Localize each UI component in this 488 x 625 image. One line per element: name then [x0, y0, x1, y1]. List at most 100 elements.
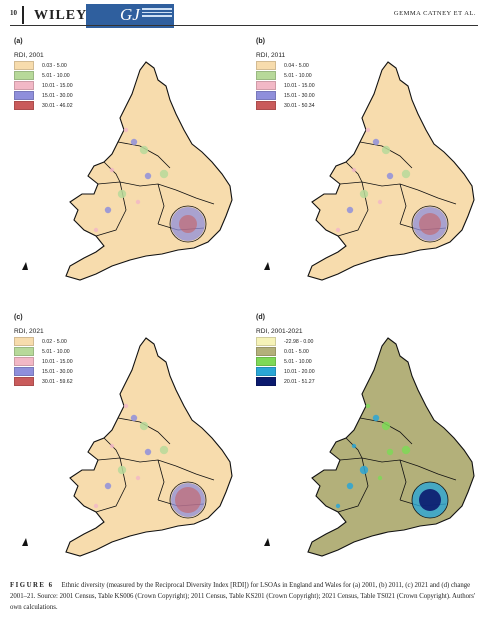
region-boundary — [157, 183, 165, 225]
map-panel-a — [22, 61, 233, 281]
legend-item: 5.01 - 10.00 — [256, 71, 315, 80]
city-cluster — [359, 465, 369, 475]
legend-label: 15.01 - 30.00 — [42, 92, 73, 99]
legend: RDI, 2001 0.03 - 5.00 5.01 - 10.00 10.01 -… — [14, 52, 73, 111]
legend-swatch — [256, 347, 276, 356]
legend-label: 5.01 - 10.00 — [42, 72, 70, 79]
city-cluster — [109, 167, 115, 173]
legend-swatch — [14, 101, 34, 110]
map-panel-b — [264, 61, 475, 281]
panel-label: (d) — [256, 314, 265, 321]
legend-item: 15.01 - 30.00 — [14, 91, 73, 100]
legend-item: 10.01 - 20.00 — [256, 367, 315, 376]
legend-swatch — [14, 367, 34, 376]
journal-logo-text-lines — [142, 8, 172, 24]
london-core — [175, 487, 201, 513]
panel-d: (d) RDI, 2001-2021 -22.98 - 0.00 0.01 - 5… — [250, 310, 482, 572]
city-cluster — [335, 503, 341, 509]
legend-item: 30.01 - 50.34 — [256, 101, 315, 110]
legend-swatch — [14, 377, 34, 386]
legend-rows: 0.02 - 5.00 5.01 - 10.00 10.01 - 15.00 15.0… — [14, 337, 73, 386]
legend: RDI, 2011 0.04 - 5.00 5.01 - 10.00 10.01 -… — [256, 52, 315, 111]
city-cluster — [377, 475, 383, 481]
figure-label: FIGURE 6 — [10, 582, 54, 589]
london-boundary — [169, 205, 207, 243]
legend: RDI, 2001-2021 -22.98 - 0.00 0.01 - 5.00 5… — [256, 328, 315, 387]
london-boundary — [411, 481, 449, 519]
region-boundary — [345, 161, 363, 183]
legend-label: 30.01 - 50.34 — [284, 102, 315, 109]
legend-item: 5.01 - 10.00 — [14, 71, 73, 80]
legend-label: 10.01 - 20.00 — [284, 368, 315, 375]
legend-item: 5.01 - 10.00 — [14, 347, 73, 356]
legend-label: 30.01 - 46.02 — [42, 102, 73, 109]
legend-label: 0.04 - 5.00 — [284, 62, 309, 69]
page-number: 10 — [10, 9, 17, 17]
region-boundary — [175, 189, 215, 205]
map-panel-d — [264, 337, 475, 557]
journal-initials: GJ — [120, 5, 140, 24]
city-cluster — [144, 172, 152, 180]
legend-rows: 0.03 - 5.00 5.01 - 10.00 10.01 - 15.00 15.0… — [14, 61, 73, 110]
legend-title: RDI, 2001 — [14, 52, 44, 59]
legend-item: 10.01 - 15.00 — [14, 81, 73, 90]
legend-label: 15.01 - 30.00 — [42, 368, 73, 375]
london-core — [419, 213, 441, 235]
legend-label: 5.01 - 10.00 — [284, 72, 312, 79]
region-boundary — [97, 457, 177, 467]
legend-item: 10.01 - 15.00 — [14, 357, 73, 366]
legend-rows: 0.04 - 5.00 5.01 - 10.00 10.01 - 15.00 15.0… — [256, 61, 315, 110]
legend-swatch — [14, 91, 34, 100]
city-cluster — [401, 445, 411, 455]
region-boundary — [359, 417, 413, 445]
legend-swatch — [14, 357, 34, 366]
city-cluster — [123, 403, 129, 409]
city-cluster — [365, 127, 371, 133]
running-head: GEMMA CATNEY ET AL. — [393, 10, 476, 17]
city-cluster — [351, 443, 357, 449]
city-cluster — [104, 206, 112, 214]
map-panel-c — [22, 337, 233, 557]
legend-item: 15.01 - 30.00 — [256, 91, 315, 100]
legend-swatch — [14, 61, 34, 70]
panel-label: (c) — [14, 314, 23, 321]
legend-swatch — [14, 347, 34, 356]
legend-label: 15.01 - 30.00 — [284, 92, 315, 99]
legend-item: 30.01 - 46.02 — [14, 101, 73, 110]
city-cluster — [144, 448, 152, 456]
legend-swatch — [14, 81, 34, 90]
region-boundary — [117, 141, 171, 169]
region-boundary — [417, 465, 457, 481]
city-cluster — [159, 445, 169, 455]
region-boundary — [175, 465, 215, 481]
journal-logo: GJ — [86, 4, 174, 28]
city-cluster — [372, 414, 380, 422]
legend-swatch — [256, 91, 276, 100]
region-boundary — [103, 437, 121, 459]
region-boundary — [359, 141, 413, 169]
legend-swatch — [14, 337, 34, 346]
north-arrow-icon — [22, 538, 28, 546]
legend-label: 20.01 - 51.27 — [284, 378, 315, 385]
legend-title: RDI, 2011 — [256, 52, 286, 59]
legend-item: 30.01 - 59.62 — [14, 377, 73, 386]
city-cluster — [93, 227, 99, 233]
city-cluster — [123, 127, 129, 133]
land-outline — [307, 61, 475, 281]
legend-rows: -22.98 - 0.00 0.01 - 5.00 5.01 - 10.00 10.0… — [256, 337, 315, 386]
north-arrow-icon — [264, 538, 270, 546]
legend-label: 5.01 - 10.00 — [42, 348, 70, 355]
region-boundary — [97, 181, 177, 191]
panel-a: (a) RDI, 2001 0.03 - 5.00 5.01 - 10.00 10.… — [8, 34, 240, 296]
legend-swatch — [256, 71, 276, 80]
city-cluster — [130, 414, 138, 422]
legend-label: 0.02 - 5.00 — [42, 338, 67, 345]
city-cluster — [104, 482, 112, 490]
city-cluster — [351, 167, 357, 173]
region-boundary — [157, 459, 165, 501]
city-cluster — [117, 465, 127, 475]
caption-text: Ethnic diversity (measured by the Recipr… — [10, 582, 476, 611]
legend-label: 5.01 - 10.00 — [284, 358, 312, 365]
city-cluster — [386, 448, 394, 456]
legend-swatch — [14, 71, 34, 80]
